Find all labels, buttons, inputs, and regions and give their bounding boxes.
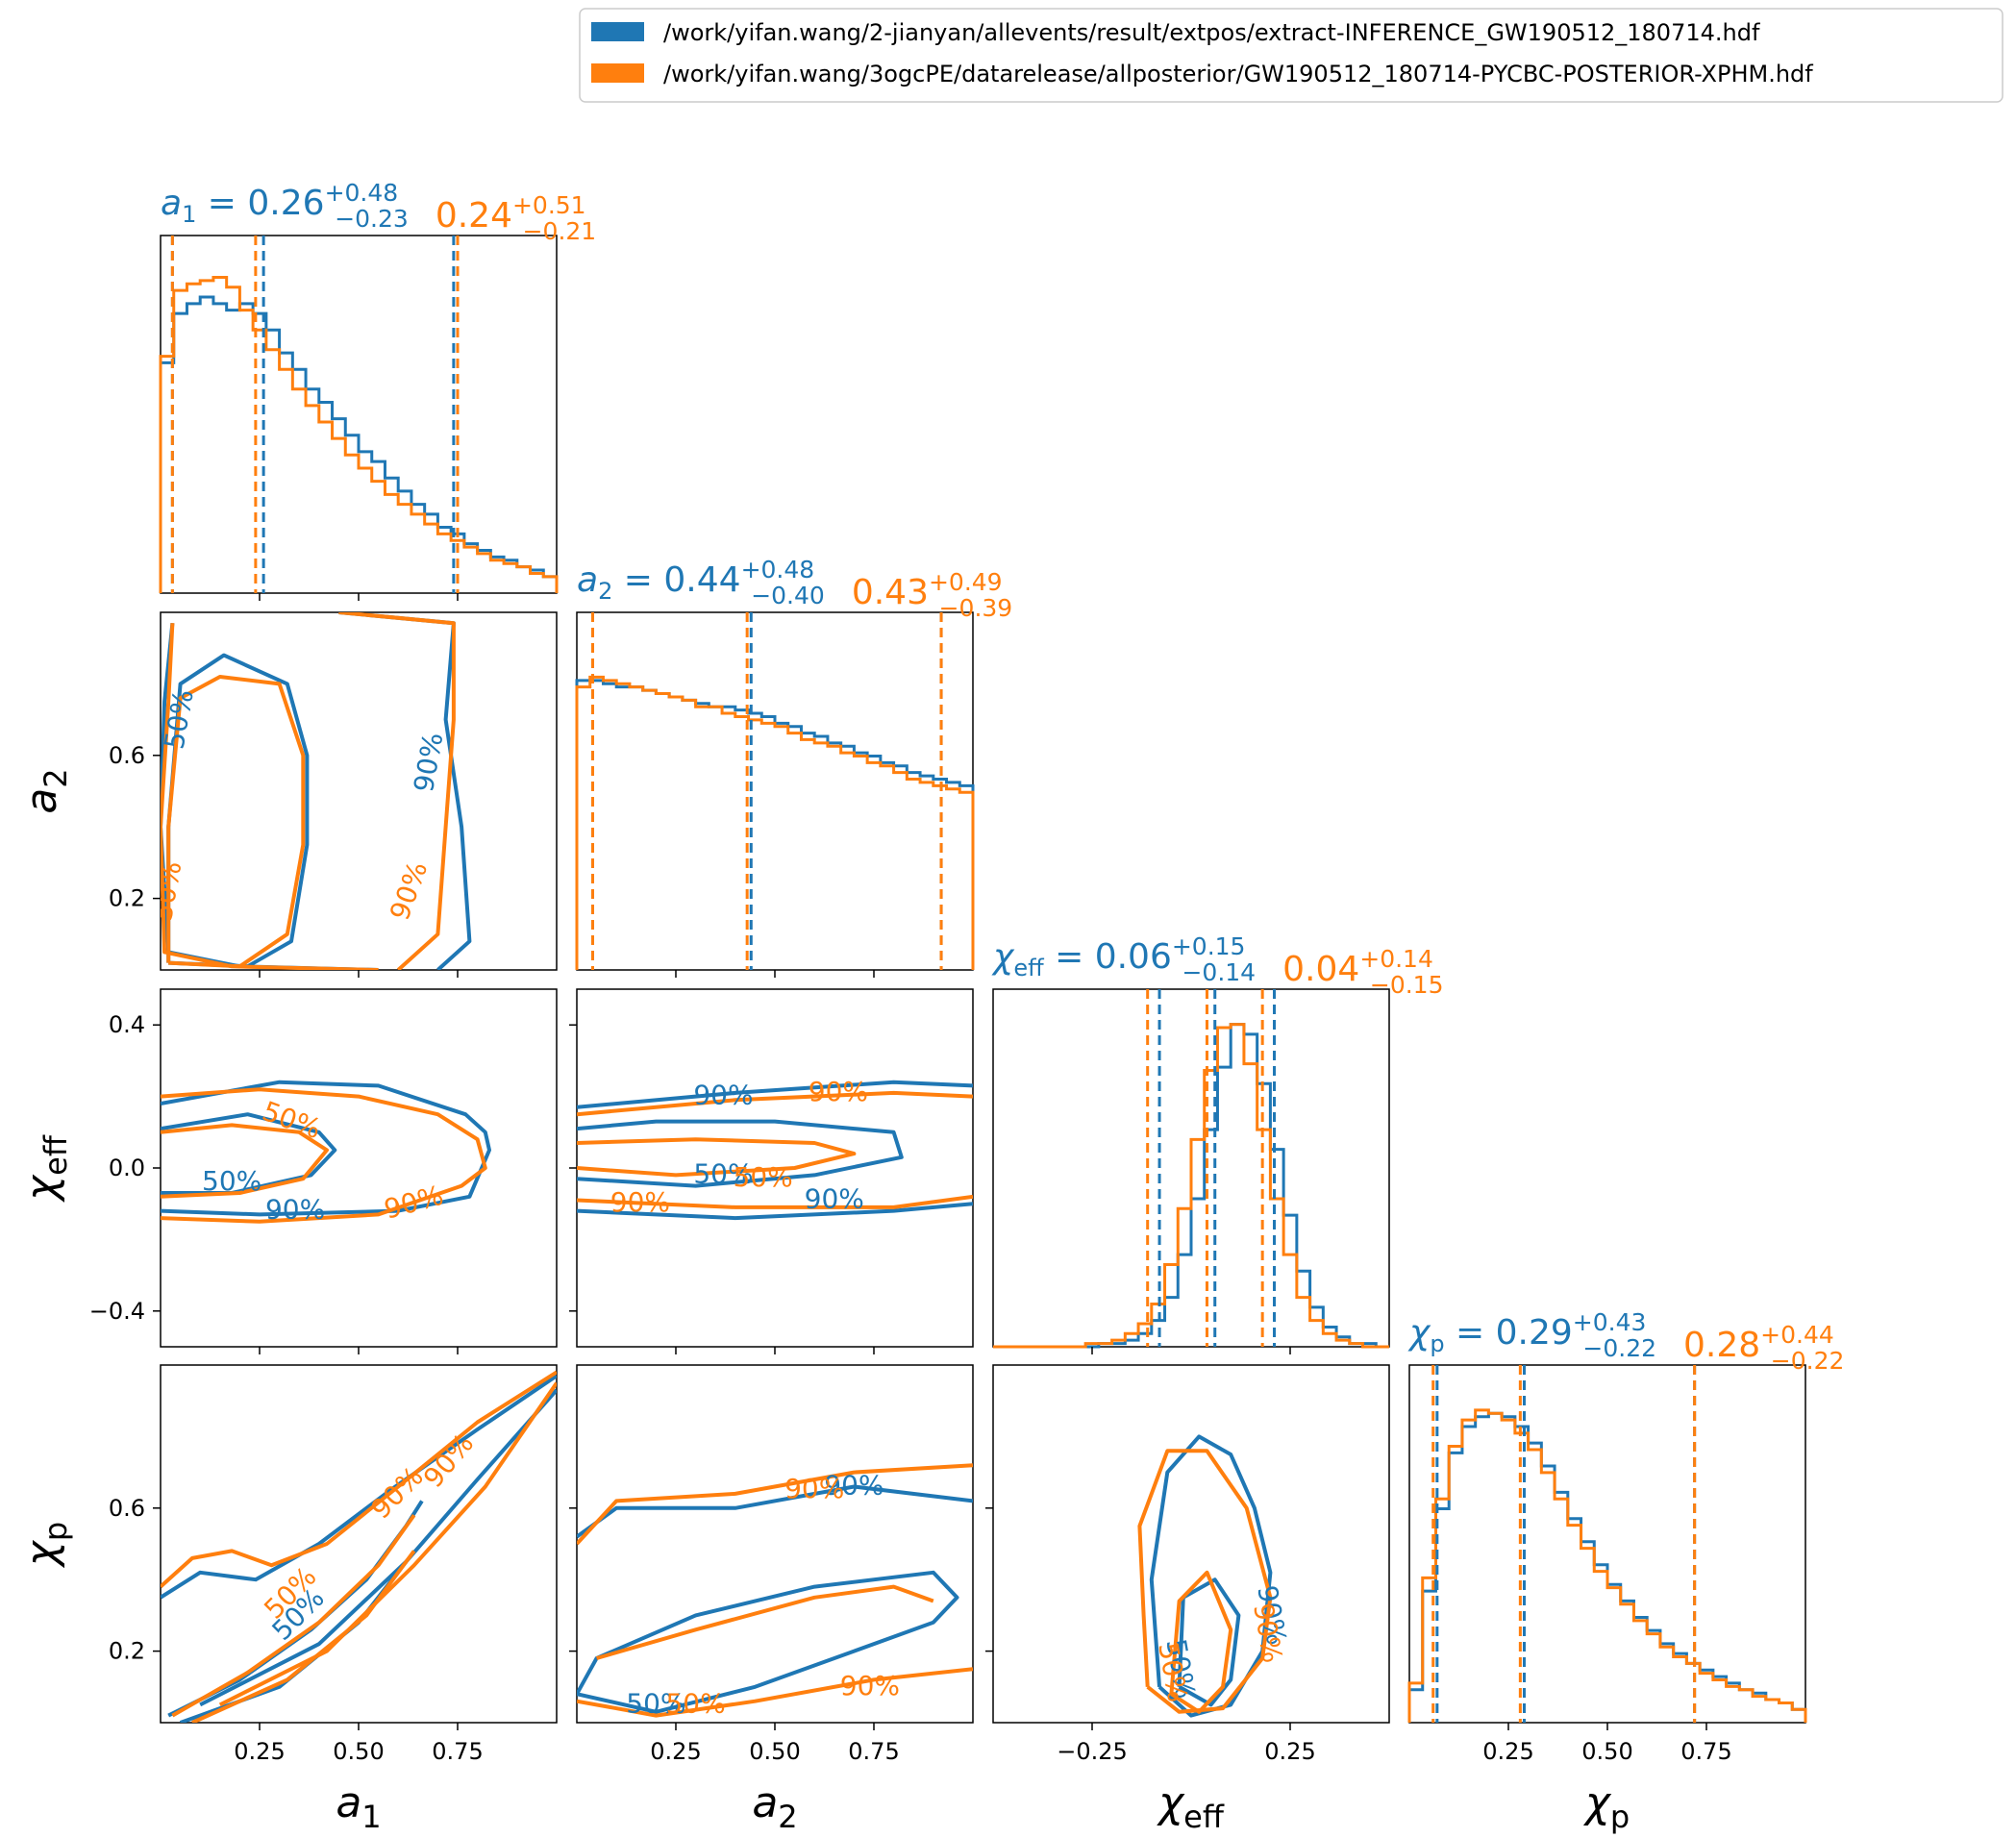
hist-series-1 (159, 275, 559, 593)
hist-series-1 (575, 675, 975, 970)
y-axis-label-3: χp (17, 1522, 74, 1568)
panel-frame (160, 1364, 558, 1724)
contours-3-1: 90% 50% 90% 50% 90% (577, 1463, 973, 1719)
x-tick-label: −0.25 (1057, 1738, 1128, 1765)
panel-frame (160, 988, 558, 1348)
contours-3-2: 90%50%90%50% (1137, 1434, 1293, 1718)
y-tick-label: 0.6 (109, 742, 145, 769)
contour-line-1-2 (166, 675, 306, 969)
diag-title-3: χp = 0.29+0.43 −0.22 0.28+0.44 −0.22 (1407, 1308, 1844, 1375)
hist-series-1 (993, 1023, 1389, 1349)
panel-frame (576, 611, 974, 971)
contour-line-1-0 (577, 1463, 973, 1546)
x-tick-label: 0.75 (432, 1738, 483, 1765)
contour-label-4: 90% (840, 1670, 900, 1701)
contour-line-1-1 (161, 1123, 329, 1199)
diag-title-2: χeff = 0.06+0.15 −0.14 0.04+0.14 −0.15 (991, 932, 1444, 999)
diag-title-1: a2 = 0.44+0.48 −0.40 0.43+0.49 −0.39 (577, 556, 1012, 622)
x-tick-label: 0.25 (650, 1738, 701, 1765)
legend: /work/yifan.wang/2-jianyan/allevents/res… (579, 8, 2004, 103)
contours-3-0: 50%90%50%90% (161, 1370, 557, 1723)
x-tick-label: 0.25 (1264, 1738, 1315, 1765)
contour-label-0: 50% (202, 1165, 261, 1197)
panel-1-0 (160, 611, 558, 971)
x-axis-label-0: a1 (336, 1778, 381, 1835)
contour-label-1: 90% (265, 1194, 325, 1226)
contour-line-1-1 (218, 1381, 557, 1707)
contour-line-1-0 (577, 1194, 973, 1209)
diag-panel-2: χeff = 0.06+0.15 −0.14 0.04+0.14 −0.15 (991, 932, 1444, 1349)
contour-line-1-1 (577, 1667, 973, 1718)
contour-line-0-0 (161, 1080, 491, 1217)
contours-2-1: 90% 90% 50% 90% 90% 50% (577, 1076, 973, 1221)
contour-label-1: 50% (626, 1687, 685, 1719)
contour-line-1-0 (1137, 1449, 1273, 1714)
x-axis-label-1: a2 (752, 1778, 797, 1835)
diag-panel-1: a2 = 0.44+0.48 −0.40 0.43+0.49 −0.39 (575, 556, 1012, 971)
x-axis-label-3: χp (1583, 1778, 1630, 1835)
contour-line-1-2 (171, 1514, 416, 1718)
contour-line-0-0 (577, 1202, 973, 1221)
y-tick-label: 0.2 (109, 885, 145, 912)
contour-line-1-0 (161, 1087, 487, 1224)
x-tick-label: 0.50 (749, 1738, 800, 1765)
contour-line-0-0 (161, 1374, 557, 1600)
legend-label-1: /work/yifan.wang/2-jianyan/allevents/res… (663, 19, 1760, 46)
contours-1-0: 50%90%90%50% (161, 612, 472, 970)
panel-3-1 (576, 1364, 974, 1724)
diag-panel-0: a1 = 0.26+0.48 −0.23 0.24+0.51 −0.21 (159, 179, 596, 594)
hist-series-1 (1407, 1408, 1807, 1723)
contour-label-1: 90% (805, 1182, 864, 1214)
panel-frame (160, 235, 558, 594)
contour-line-1-3 (191, 1550, 416, 1723)
y-tick-label: 0.4 (109, 1011, 145, 1038)
contour-line-1-1 (1169, 1570, 1233, 1714)
y-tick-label: 0.0 (109, 1155, 145, 1181)
x-tick-label: 0.25 (1482, 1738, 1533, 1765)
contour-label-3: 90% (809, 1076, 868, 1107)
panel-frame (160, 611, 558, 971)
contour-line-1-2 (577, 1137, 857, 1178)
contour-line-1-0 (161, 623, 379, 970)
x-axis-label-2: χeff (1157, 1778, 1225, 1835)
contour-line-0-1 (577, 1080, 973, 1109)
legend-swatch-blue (591, 22, 644, 41)
contour-line-0-2 (577, 1119, 904, 1188)
panel-3-2 (992, 1364, 1390, 1724)
panel-3-0 (160, 1364, 558, 1724)
contour-line-1-1 (338, 612, 456, 970)
diag-panel-3: χp = 0.29+0.43 −0.22 0.28+0.44 −0.22 (1407, 1308, 1844, 1724)
x-tick-label: 0.50 (1581, 1738, 1632, 1765)
x-tick-label: 0.75 (1680, 1738, 1731, 1765)
contour-label-3: 50% (665, 1687, 725, 1719)
contours-2-0: 50%90%50%90% (161, 1080, 491, 1226)
panel-frame (576, 1364, 974, 1724)
contour-label-5: 50% (734, 1161, 793, 1193)
contour-line-1-1 (577, 1090, 973, 1117)
legend-label-2: /work/yifan.wang/3ogcPE/datarelease/allp… (663, 61, 1813, 87)
legend-swatch-orange (591, 63, 644, 83)
contour-label-2: 90% (784, 1473, 844, 1504)
y-tick-label: 0.2 (109, 1638, 145, 1665)
x-tick-label: 0.50 (333, 1738, 384, 1765)
panel-frame (992, 1364, 1390, 1724)
y-tick-label: −0.4 (89, 1298, 145, 1325)
contour-line-0-1 (577, 1570, 959, 1714)
diag-title-0: a1 = 0.26+0.48 −0.23 0.24+0.51 −0.21 (161, 179, 596, 245)
contour-label-0: 90% (824, 1469, 884, 1501)
contour-label-0: 90% (693, 1080, 753, 1111)
panel-2-0 (160, 988, 558, 1348)
contour-label-2: 50% (693, 1157, 753, 1189)
contour-line-1-0 (161, 1370, 557, 1589)
y-tick-label: 0.6 (109, 1495, 145, 1522)
x-tick-label: 0.25 (234, 1738, 285, 1765)
contour-line-1-2 (596, 1584, 934, 1660)
y-axis-label-2: χeff (17, 1134, 74, 1203)
x-tick-label: 0.75 (848, 1738, 899, 1765)
contour-label-4: 90% (610, 1186, 670, 1218)
y-axis-label-1: a2 (17, 768, 74, 813)
